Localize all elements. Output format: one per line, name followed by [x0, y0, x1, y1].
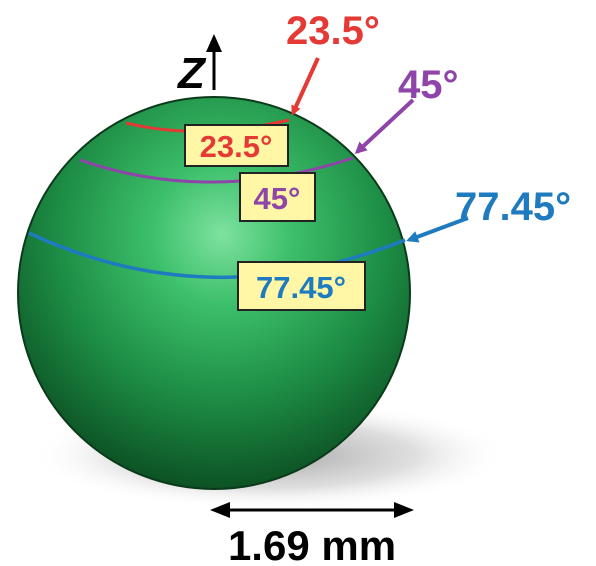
annotation-label-23: 23.5°	[286, 9, 380, 53]
latitude-line-45	[79, 156, 354, 184]
annotation-label-77: 77.45°	[455, 185, 571, 229]
z-axis-arrowhead	[206, 34, 222, 52]
label-box-45	[239, 172, 316, 222]
label-box-45-text: 45°	[254, 181, 301, 216]
latitude-line-77	[28, 231, 406, 279]
arrow-23	[291, 57, 320, 116]
arrow-45	[354, 98, 415, 155]
label-box-77-text: 77.45°	[256, 270, 346, 305]
arrow-77	[406, 216, 469, 243]
z-axis-label: Z	[176, 49, 207, 98]
dimension-label: 1.69 mm	[228, 522, 396, 566]
annotation-label-45: 45°	[398, 63, 459, 107]
dimension-arrowhead-left	[210, 502, 230, 518]
label-box-23	[184, 124, 289, 167]
label-box-23-text: 23.5°	[200, 129, 273, 164]
label-box-77	[237, 261, 366, 311]
dimension-arrowhead-right	[394, 502, 414, 518]
